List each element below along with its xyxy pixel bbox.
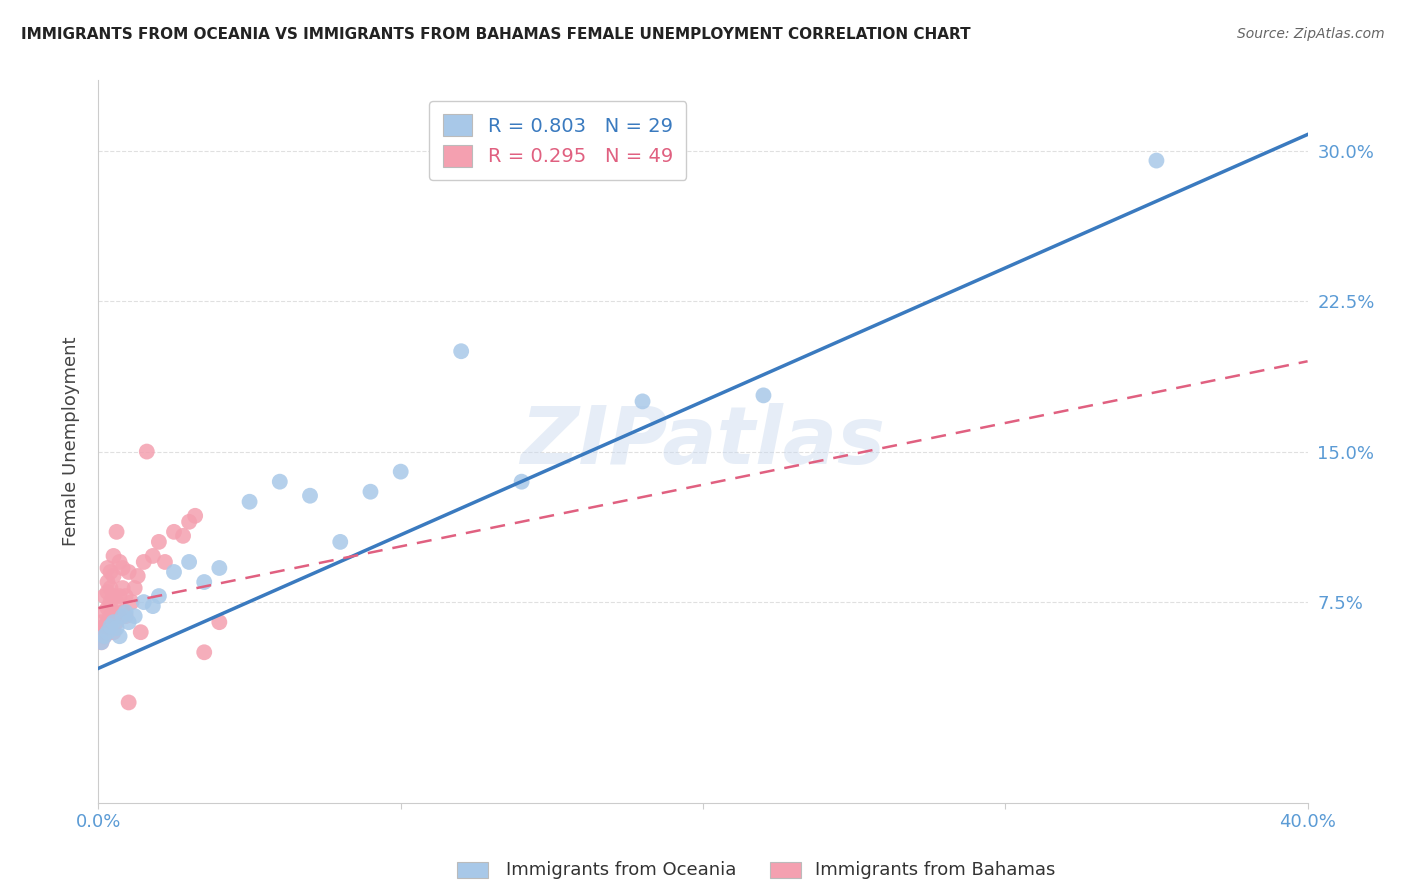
Point	[90, 635, 112, 649]
Point	[135, 444, 157, 458]
Point	[108, 589, 131, 603]
Point	[108, 629, 131, 643]
Point	[193, 645, 215, 659]
Point	[172, 529, 194, 543]
Point	[142, 599, 165, 614]
Legend: R = 0.803   N = 29, R = 0.295   N = 49: R = 0.803 N = 29, R = 0.295 N = 49	[429, 101, 686, 180]
Text: Immigrants from Bahamas: Immigrants from Bahamas	[815, 861, 1056, 879]
Text: Immigrants from Oceania: Immigrants from Oceania	[506, 861, 737, 879]
Point	[93, 589, 115, 603]
Point	[90, 635, 112, 649]
Point	[96, 625, 118, 640]
Point	[124, 609, 146, 624]
Point	[1144, 153, 1167, 168]
Point	[96, 575, 118, 590]
Point	[93, 605, 115, 619]
Point	[111, 581, 134, 595]
Point	[105, 524, 128, 539]
Point	[179, 555, 201, 569]
Point	[111, 605, 134, 619]
Point	[93, 629, 115, 643]
Point	[103, 625, 125, 640]
Point	[118, 565, 141, 579]
Point	[108, 609, 131, 624]
Point	[752, 388, 775, 402]
Point	[114, 589, 136, 603]
Text: IMMIGRANTS FROM OCEANIA VS IMMIGRANTS FROM BAHAMAS FEMALE UNEMPLOYMENT CORRELATI: IMMIGRANTS FROM OCEANIA VS IMMIGRANTS FR…	[21, 27, 970, 42]
Point	[118, 696, 141, 710]
Point	[389, 465, 412, 479]
Point	[108, 555, 131, 569]
Point	[510, 475, 533, 489]
Point	[208, 561, 231, 575]
Point	[163, 565, 186, 579]
Point	[132, 555, 155, 569]
Point	[299, 489, 322, 503]
Point	[103, 549, 125, 563]
Text: ZIPatlas: ZIPatlas	[520, 402, 886, 481]
Point	[142, 549, 165, 563]
Point	[269, 475, 291, 489]
Point	[114, 609, 136, 624]
Point	[93, 619, 115, 633]
Point	[148, 589, 170, 603]
Point	[124, 581, 146, 595]
Point	[100, 609, 122, 624]
Point	[111, 609, 134, 624]
Point	[103, 615, 125, 630]
Point	[105, 621, 128, 635]
Text: Source: ZipAtlas.com: Source: ZipAtlas.com	[1237, 27, 1385, 41]
Point	[96, 615, 118, 630]
Point	[103, 569, 125, 583]
Point	[193, 575, 215, 590]
Point	[96, 585, 118, 599]
Point	[111, 561, 134, 575]
Point	[129, 625, 152, 640]
Point	[132, 595, 155, 609]
Point	[100, 565, 122, 579]
Point	[103, 589, 125, 603]
Point	[329, 535, 352, 549]
Point	[239, 494, 262, 508]
Point	[100, 619, 122, 633]
Point	[127, 569, 149, 583]
Point	[114, 605, 136, 619]
Point	[100, 595, 122, 609]
Point	[96, 561, 118, 575]
Point	[100, 581, 122, 595]
Point	[118, 615, 141, 630]
Point	[360, 484, 382, 499]
Y-axis label: Female Unemployment: Female Unemployment	[62, 337, 80, 546]
Point	[90, 625, 112, 640]
Point	[121, 595, 143, 609]
Point	[179, 515, 201, 529]
Point	[148, 535, 170, 549]
Point	[105, 615, 128, 630]
Point	[208, 615, 231, 630]
Point	[103, 605, 125, 619]
Point	[93, 629, 115, 643]
Point	[90, 615, 112, 630]
Point	[450, 344, 472, 359]
Point	[631, 394, 654, 409]
Point	[184, 508, 207, 523]
Point	[96, 601, 118, 615]
Point	[105, 595, 128, 609]
Point	[163, 524, 186, 539]
Point	[153, 555, 176, 569]
